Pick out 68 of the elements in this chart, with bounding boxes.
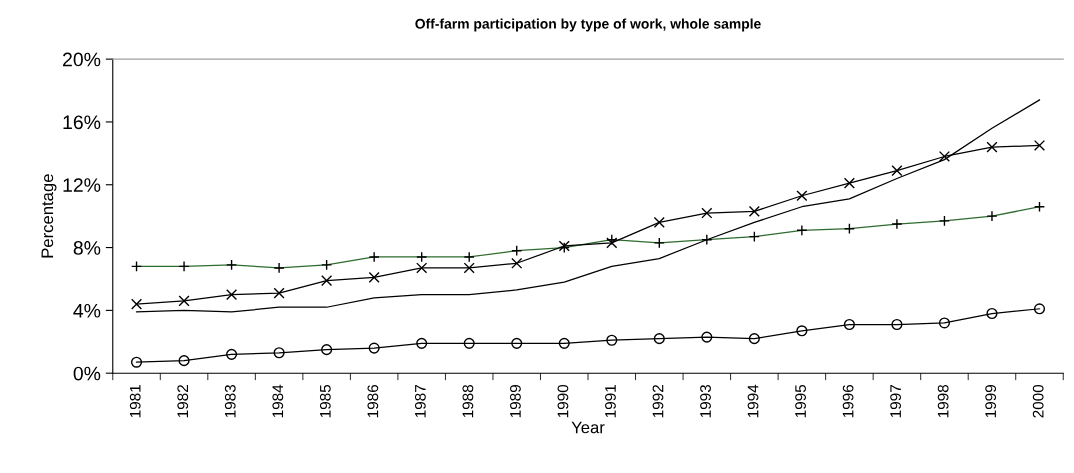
- x-tick-label: 1993: [700, 384, 711, 418]
- x-tick-label: 1985: [319, 384, 331, 418]
- point: [226, 289, 238, 301]
- x-tick-label: 1994: [747, 384, 759, 418]
- x-tick-label: 1998: [937, 384, 949, 418]
- y-tick-label: 4%: [73, 303, 101, 318]
- point: [986, 141, 998, 153]
- point: [701, 331, 713, 343]
- point: [226, 348, 238, 360]
- point: [1033, 139, 1046, 152]
- point: [321, 274, 333, 287]
- x-tick-label: 1982: [177, 385, 189, 418]
- point: [511, 257, 523, 269]
- point: [653, 333, 665, 345]
- x-tick-label: 1992: [652, 385, 664, 418]
- point: [653, 216, 665, 228]
- point: [796, 190, 808, 202]
- x-tick-label: 1990: [557, 384, 569, 418]
- point: [321, 344, 333, 356]
- point: [938, 150, 951, 163]
- point: [368, 342, 380, 354]
- x-tick-label: 1983: [224, 384, 236, 418]
- point: [1033, 303, 1046, 315]
- point: [748, 205, 760, 218]
- point: [178, 295, 190, 307]
- point: [273, 347, 285, 359]
- x-tick-label: 1984: [272, 384, 284, 418]
- point: [273, 287, 285, 299]
- x-tick-label: 1997: [890, 385, 902, 418]
- x-tick-label: 1987: [414, 385, 426, 418]
- x-axis-title: Year: [571, 421, 605, 434]
- point: [416, 337, 428, 349]
- point: [130, 298, 143, 310]
- chart-title: Off-farm participation by type of work, whole sample: [415, 18, 761, 32]
- x-tick-label: 1996: [842, 384, 854, 418]
- y-tick-label: 0%: [73, 366, 101, 381]
- x-tick-label: 1986: [367, 384, 379, 418]
- x-tick-label: 1995: [795, 384, 806, 418]
- x-tick-label: 2000: [1032, 384, 1044, 418]
- point: [463, 262, 475, 274]
- x-tick-label: 1991: [605, 385, 616, 418]
- y-tick-label: 12%: [63, 178, 101, 192]
- y-tick-label: 8%: [73, 241, 101, 255]
- point: [891, 318, 903, 331]
- point: [511, 337, 523, 349]
- x-tick-label: 1999: [985, 385, 997, 418]
- x-tick-label: 1988: [462, 384, 474, 418]
- point: [463, 337, 475, 349]
- point: [938, 317, 951, 329]
- point: [986, 307, 998, 320]
- y-tick-label: 16%: [63, 115, 101, 130]
- point: [606, 334, 618, 346]
- point: [891, 165, 903, 177]
- x-tick-label: 1989: [510, 385, 521, 418]
- point: [368, 271, 380, 283]
- point: [843, 177, 855, 189]
- point: [701, 207, 713, 219]
- x-tick-label: 1981: [129, 385, 141, 418]
- point: [558, 337, 570, 349]
- line-series: [135, 99, 1041, 313]
- y-tick-label: 20%: [63, 52, 101, 67]
- point: [796, 325, 808, 337]
- point: [748, 333, 760, 345]
- point: [416, 262, 428, 274]
- point: [843, 318, 855, 331]
- point: [130, 356, 143, 368]
- point: [178, 355, 190, 367]
- y-axis-title: Percentage: [41, 174, 57, 258]
